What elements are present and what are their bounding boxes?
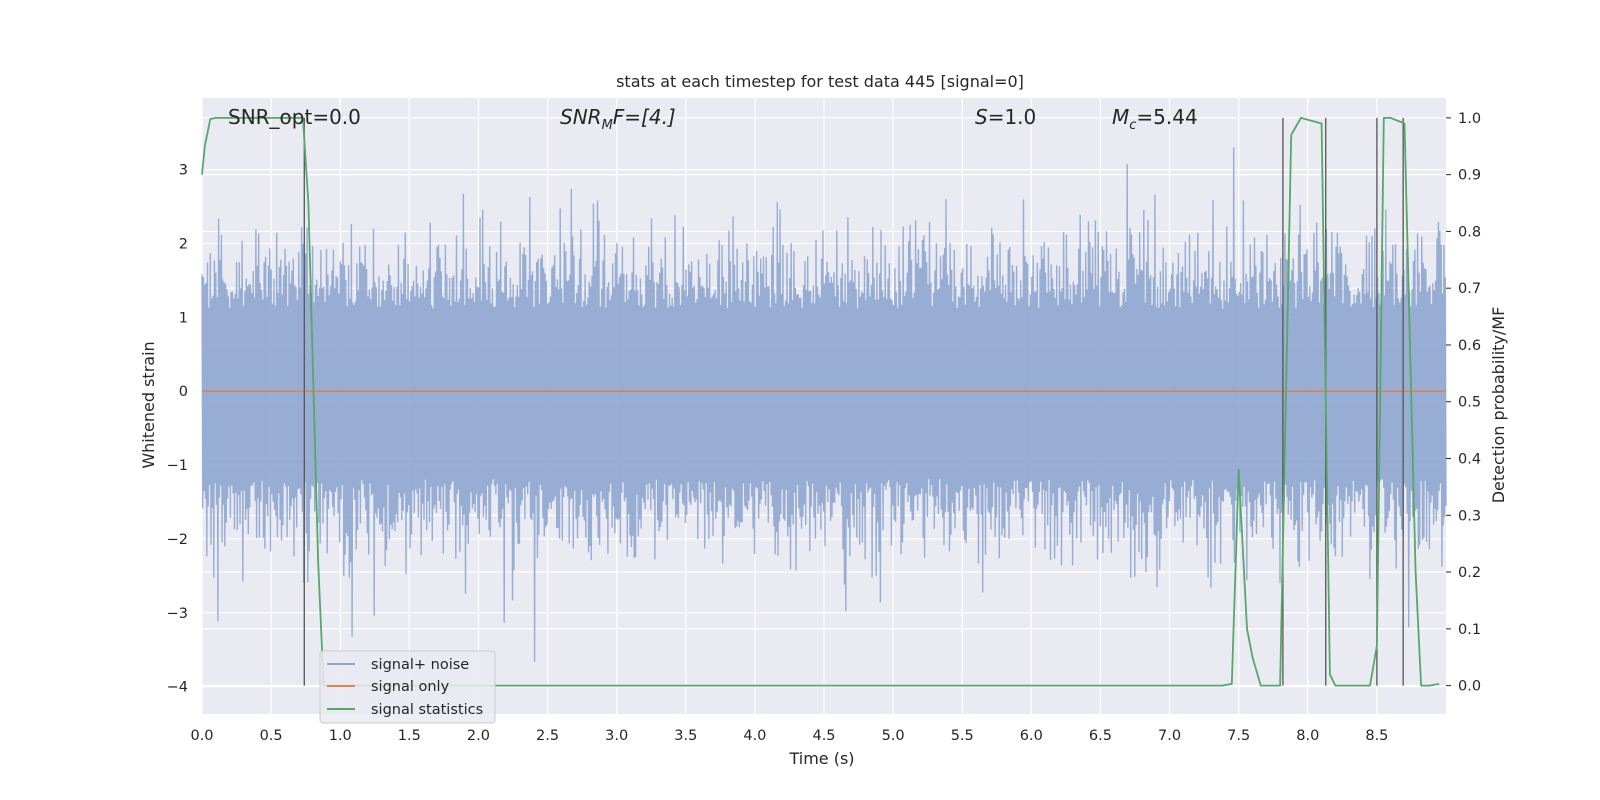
- legend-label-statistics: signal statistics: [371, 702, 483, 718]
- x-tick-label: 3.0: [605, 728, 628, 744]
- x-tick-label: 5.5: [951, 728, 974, 744]
- y-right-tick-label: 0.7: [1458, 281, 1481, 297]
- y-tick-label: −1: [167, 458, 188, 474]
- x-tick-label: 3.5: [674, 728, 697, 744]
- x-tick-label: 8.5: [1365, 728, 1388, 744]
- x-tick-label: 2.0: [467, 728, 490, 744]
- y-right-axis-ticks: 1.0 0.9 0.8 0.7 0.6 0.5 0.4 0.3 0.2 0.1 0.0: [1446, 111, 1481, 695]
- y-right-tick-label: 0.5: [1458, 395, 1481, 411]
- y-right-tick-label: 0.3: [1458, 508, 1481, 524]
- annotation-mc: Mc=5.44: [1112, 105, 1198, 133]
- annotation-snr-opt: SNR_opt=0.0: [228, 105, 361, 129]
- x-axis-label: Time (s): [788, 749, 854, 768]
- x-axis-ticks: 0.0 0.5 1.0 1.5 2.0 2.5 3.0 3.5 4.0 4.5 5.0 5.5 6.0 6…: [190, 728, 1388, 744]
- y-tick-label: −4: [167, 680, 188, 696]
- y-right-tick-label: 0.6: [1458, 338, 1481, 354]
- legend-label-signal-only: signal only: [371, 679, 450, 695]
- x-tick-label: 2.5: [536, 728, 559, 744]
- noise-series-line: [201, 147, 1447, 662]
- noise-series-layer: [201, 147, 1447, 662]
- x-tick-label: 8.0: [1296, 728, 1319, 744]
- x-tick-label: 7.0: [1158, 728, 1181, 744]
- legend-label-noise: signal+ noise: [371, 657, 469, 673]
- y-right-tick-label: 0.4: [1458, 452, 1481, 468]
- annotation-s: S=1.0: [975, 105, 1036, 129]
- y-tick-label: 1: [179, 310, 188, 326]
- signal-statistics-line: [201, 117, 1440, 687]
- annotation-snr-mf: SNRMF=[4.]: [560, 105, 676, 133]
- x-tick-label: 4.5: [812, 728, 835, 744]
- y-right-tick-label: 1.0: [1458, 111, 1481, 127]
- x-tick-label: 0.5: [260, 728, 283, 744]
- y-right-axis-label: Detection probability/MF: [1489, 307, 1508, 504]
- legend: signal+ noise signal only signal statist…: [319, 650, 496, 724]
- x-tick-label: 0.0: [190, 728, 213, 744]
- y-tick-label: 0: [179, 384, 188, 400]
- y-right-tick-label: 0.0: [1458, 679, 1481, 695]
- chart-title: stats at each timestep for test data 445…: [616, 72, 1024, 91]
- x-tick-label: 7.5: [1227, 728, 1250, 744]
- y-right-tick-label: 0.1: [1458, 622, 1481, 638]
- y-tick-label: −2: [167, 532, 188, 548]
- x-tick-label: 5.0: [882, 728, 905, 744]
- signal-statistics-layer: [201, 117, 1440, 687]
- y-tick-label: 2: [179, 237, 188, 253]
- legend-box: [319, 650, 496, 724]
- y-tick-label: 3: [179, 163, 188, 179]
- y-right-tick-label: 0.8: [1458, 224, 1481, 240]
- x-tick-label: 1.0: [329, 728, 352, 744]
- y-axis-ticks: 3 2 1 0 −1 −2 −3 −4: [167, 163, 188, 696]
- x-tick-label: 6.0: [1020, 728, 1043, 744]
- y-right-tick-label: 0.2: [1458, 565, 1481, 581]
- y-axis-label: Whitened strain: [139, 341, 158, 468]
- x-tick-label: 6.5: [1089, 728, 1112, 744]
- x-tick-label: 1.5: [398, 728, 421, 744]
- y-right-tick-label: 0.9: [1458, 168, 1481, 184]
- x-tick-label: 4.0: [743, 728, 766, 744]
- y-tick-label: −3: [167, 606, 188, 622]
